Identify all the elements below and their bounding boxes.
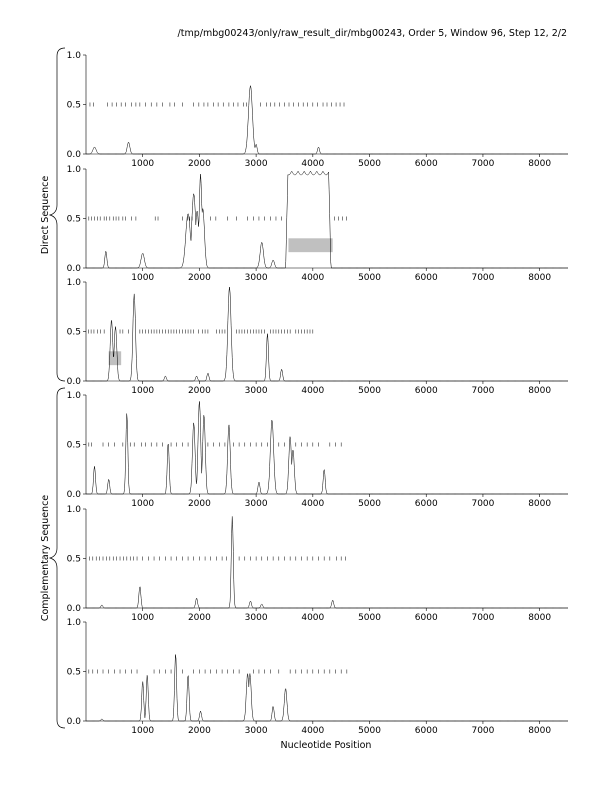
y-tick-label: 1.0 [67, 165, 82, 175]
x-tick-label: 7000 [471, 159, 494, 169]
x-tick-label: 6000 [415, 386, 438, 396]
x-tick-label: 3000 [245, 386, 268, 396]
y-tick-label: 0.5 [67, 441, 81, 451]
y-tick-label: 0.5 [67, 215, 81, 225]
x-tick-label: 7000 [471, 613, 494, 623]
y-tick-label: 0.0 [67, 490, 82, 500]
x-tick-label: 6000 [415, 499, 438, 509]
x-tick-label: 7000 [471, 386, 494, 396]
x-tick-label: 1000 [131, 613, 154, 623]
x-tick-label: 4000 [301, 499, 324, 509]
y-tick-label: 0.5 [67, 101, 81, 111]
x-tick-label: 1000 [131, 159, 154, 169]
x-tick-label: 3000 [245, 273, 268, 283]
x-tick-label: 5000 [358, 726, 381, 736]
x-tick-label: 7000 [471, 499, 494, 509]
x-tick-label: 1000 [131, 386, 154, 396]
direct-sequence-brace [48, 47, 66, 382]
panel-2: 0.0 0.5 1.0 1000 2000 3000 4000 5000 6000 7000 800… [67, 165, 568, 283]
y-tick-label: 0.5 [67, 668, 81, 678]
y-tick-label: 0.0 [67, 150, 82, 160]
x-tick-label: 4000 [301, 159, 324, 169]
x-tick-label: 4000 [301, 273, 324, 283]
probability-trace [86, 654, 568, 722]
complementary-sequence-label: Complementary Sequence [40, 495, 51, 621]
panel-4: 0.0 0.5 1.0 1000 2000 3000 4000 5000 6000 7000 800… [67, 391, 568, 509]
x-tick-label: 5000 [358, 613, 381, 623]
x-tick-label: 4000 [301, 726, 324, 736]
x-tick-label: 6000 [415, 273, 438, 283]
y-tick-label: 0.0 [67, 264, 82, 274]
panel-6: 0.0 0.5 1.0 1000 2000 3000 4000 5000 6000 7000 800… [67, 618, 568, 736]
complementary-sequence-brace [48, 387, 66, 729]
x-tick-label: 8000 [528, 499, 551, 509]
orf-region [288, 238, 333, 253]
x-tick-label: 2000 [188, 499, 211, 509]
x-tick-label: 8000 [528, 386, 551, 396]
x-tick-label: 2000 [188, 613, 211, 623]
x-tick-label: 1000 [131, 499, 154, 509]
x-tick-label: 1000 [131, 273, 154, 283]
x-tick-label: 5000 [358, 499, 381, 509]
x-tick-label: 6000 [415, 159, 438, 169]
x-tick-label: 3000 [245, 499, 268, 509]
orf-region [108, 351, 122, 366]
panel-3: 0.0 0.5 1.0 1000 2000 3000 4000 5000 6000 7000 800… [67, 278, 568, 396]
y-tick-label: 0.5 [67, 328, 81, 338]
y-tick-label: 0.0 [67, 604, 82, 614]
x-tick-label: 6000 [415, 726, 438, 736]
panel-1: 0.0 0.5 1.0 1000 2000 3000 4000 5000 6000 7000 800… [67, 51, 568, 169]
x-tick-label: 4000 [301, 386, 324, 396]
x-tick-label: 3000 [245, 726, 268, 736]
y-tick-label: 1.0 [67, 51, 82, 61]
probability-trace [86, 170, 568, 269]
y-tick-label: 0.0 [67, 377, 82, 387]
y-tick-label: 1.0 [67, 618, 82, 628]
x-tick-label: 6000 [415, 613, 438, 623]
y-tick-label: 1.0 [67, 278, 82, 288]
direct-sequence-label: Direct Sequence [40, 176, 51, 254]
x-tick-label: 8000 [528, 273, 551, 283]
probability-trace [86, 85, 568, 155]
x-tick-label: 8000 [528, 726, 551, 736]
x-axis-label: Nucleotide Position [281, 740, 372, 751]
x-tick-label: 2000 [188, 273, 211, 283]
panels-container: 0.0 0.5 1.0 1000 2000 3000 4000 5000 6000 7000 800… [67, 51, 568, 736]
x-tick-label: 5000 [358, 159, 381, 169]
x-tick-label: 2000 [188, 726, 211, 736]
x-tick-label: 5000 [358, 273, 381, 283]
x-tick-label: 4000 [301, 613, 324, 623]
y-tick-label: 1.0 [67, 505, 82, 515]
x-tick-label: 7000 [471, 273, 494, 283]
x-tick-label: 2000 [188, 386, 211, 396]
x-tick-label: 2000 [188, 159, 211, 169]
y-tick-label: 0.5 [67, 555, 81, 565]
x-tick-label: 3000 [245, 613, 268, 623]
y-tick-label: 1.0 [67, 391, 82, 401]
panel-5: 0.0 0.5 1.0 1000 2000 3000 4000 5000 6000 7000 800… [67, 505, 568, 623]
x-tick-label: 8000 [528, 159, 551, 169]
x-tick-label: 3000 [245, 159, 268, 169]
probability-trace [86, 286, 568, 382]
x-tick-label: 8000 [528, 613, 551, 623]
x-tick-label: 5000 [358, 386, 381, 396]
x-tick-label: 7000 [471, 726, 494, 736]
y-tick-label: 0.0 [67, 717, 82, 727]
x-tick-label: 1000 [131, 726, 154, 736]
chart-title: /tmp/mbg00243/only/raw_result_dir/mbg002… [178, 28, 567, 39]
probability-trace [86, 516, 568, 609]
probability-trace [86, 401, 568, 495]
